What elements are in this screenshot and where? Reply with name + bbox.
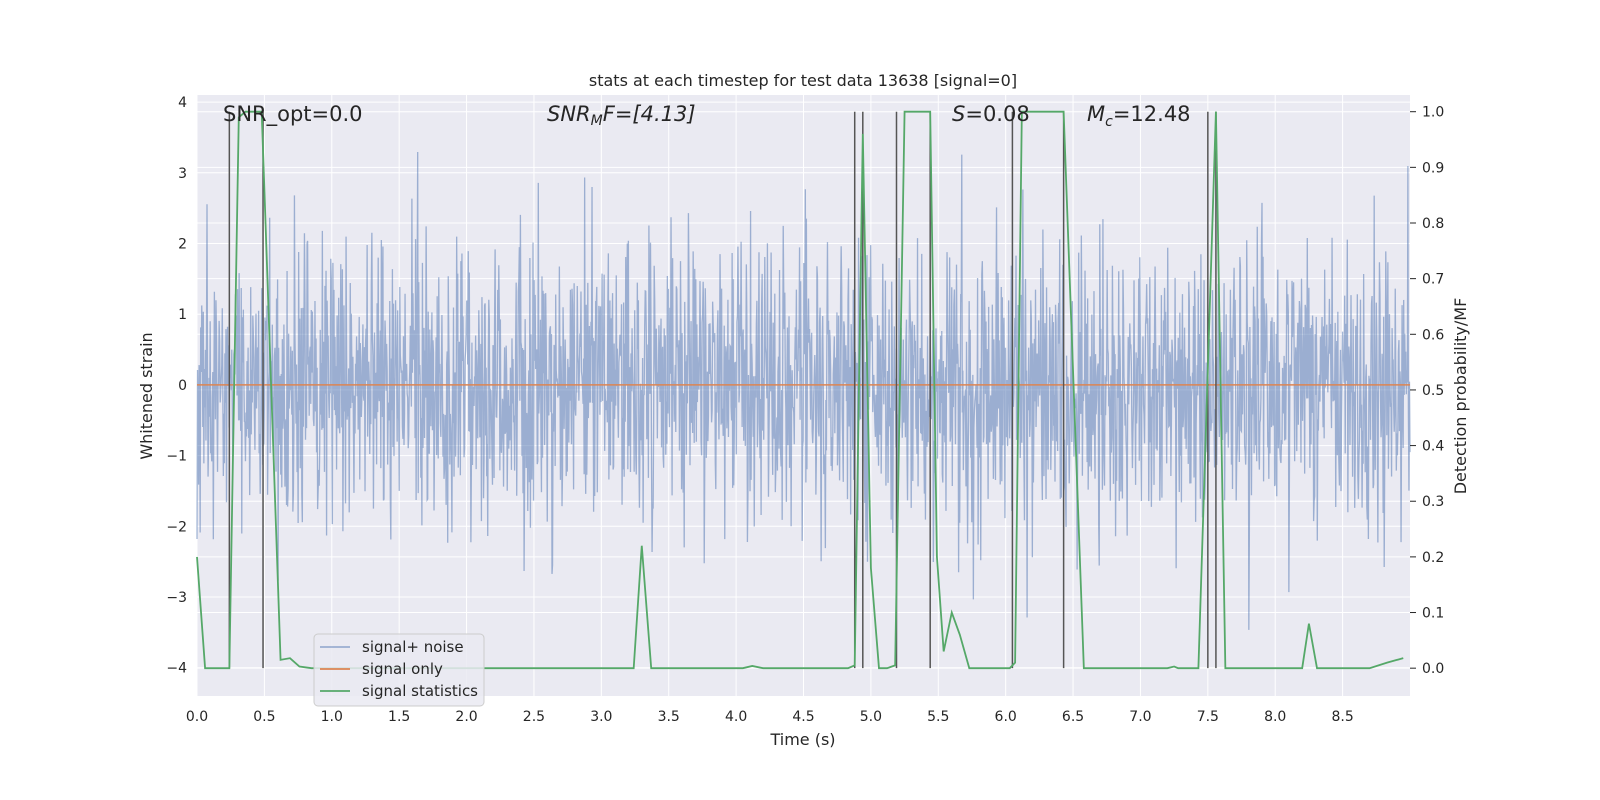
x-tick-label: 8.0 [1264, 709, 1286, 725]
legend-entry-signal-noise: signal+ noise [320, 638, 464, 656]
y-tick-label: 4 [178, 95, 187, 111]
annotation-mc: Mc=12.48 [1087, 102, 1191, 130]
x-tick-label: 3.5 [658, 709, 680, 725]
x-axis-label: Time (s) [769, 730, 835, 749]
y-axis-label: Whitened strain [137, 332, 156, 459]
y2-tick-label: 0.7 [1422, 272, 1444, 288]
event-markers [228, 111, 1217, 669]
x-tick-label: 7.5 [1197, 709, 1219, 725]
y-axis-ticks: 4 3 2 1 0 −1 −2 −3 −4 [166, 95, 187, 677]
annotation-snr-mf: SNRMF=[4.13] [547, 102, 696, 129]
annotation-s: S=0.08 [952, 102, 1030, 126]
x-tick-label: 3.0 [590, 709, 612, 725]
x-tick-label: 6.0 [995, 709, 1017, 725]
legend-label-signal-statistics: signal statistics [362, 682, 478, 700]
y2-tick-label: 0.8 [1422, 216, 1444, 232]
y-tick-label: 0 [178, 378, 187, 394]
annotation-snr-opt: SNR_opt=0.0 [223, 102, 363, 127]
y2-tick-label: 0.1 [1422, 606, 1444, 622]
x-tick-label: 6.5 [1062, 709, 1084, 725]
y-tick-label: 3 [178, 166, 187, 182]
legend-entry-signal-statistics: signal statistics [320, 682, 478, 700]
y2-axis-ticks: 1.0 0.9 0.8 0.7 0.6 0.5 0.4 0.3 0.2 0.1 0.0 [1410, 105, 1444, 677]
y2-tick-label: 0.6 [1422, 327, 1444, 343]
x-tick-label: 2.0 [455, 709, 477, 725]
chart-title: stats at each timestep for test data 136… [589, 71, 1017, 90]
y2-tick-label: 0.9 [1422, 160, 1444, 176]
x-axis-ticks: 0.0 0.5 1.0 1.5 2.0 2.5 3.0 3.5 4.0 4.5 5.0 5.5 6.0 6… [186, 709, 1354, 725]
signal-statistics-line [196, 110, 1404, 670]
x-tick-label: 8.5 [1331, 709, 1353, 725]
x-tick-label: 0.0 [186, 709, 208, 725]
x-tick-label: 7.0 [1129, 709, 1151, 725]
x-tick-label: 5.5 [927, 709, 949, 725]
x-tick-label: 2.5 [523, 709, 545, 725]
x-tick-label: 4.5 [792, 709, 814, 725]
legend: signal+ noise signal only signal statist… [313, 633, 485, 707]
x-tick-label: 5.0 [860, 709, 882, 725]
y2-tick-label: 0.5 [1422, 383, 1444, 399]
x-tick-label: 1.5 [388, 709, 410, 725]
y-tick-label: −1 [166, 449, 187, 465]
y-tick-label: −4 [166, 661, 187, 677]
legend-entry-signal-only: signal only [320, 660, 443, 678]
y2-tick-label: 0.2 [1422, 550, 1444, 566]
x-tick-label: 1.0 [321, 709, 343, 725]
x-tick-label: 0.5 [253, 709, 275, 725]
legend-label-signal-only: signal only [362, 660, 443, 678]
y2-tick-label: 1.0 [1422, 105, 1444, 121]
x-tick-label: 4.0 [725, 709, 747, 725]
y2-tick-label: 0.3 [1422, 494, 1444, 510]
legend-label-signal-noise: signal+ noise [362, 638, 464, 656]
y-tick-label: −2 [166, 519, 187, 535]
y-tick-label: −3 [166, 590, 187, 606]
y2-tick-label: 0.4 [1422, 439, 1444, 455]
y2-tick-label: 0.0 [1422, 661, 1444, 677]
y-tick-label: 1 [178, 307, 187, 323]
legend-box [313, 633, 485, 707]
y2-axis-label: Detection probability/MF [1451, 298, 1470, 495]
y-tick-label: 2 [178, 236, 187, 252]
